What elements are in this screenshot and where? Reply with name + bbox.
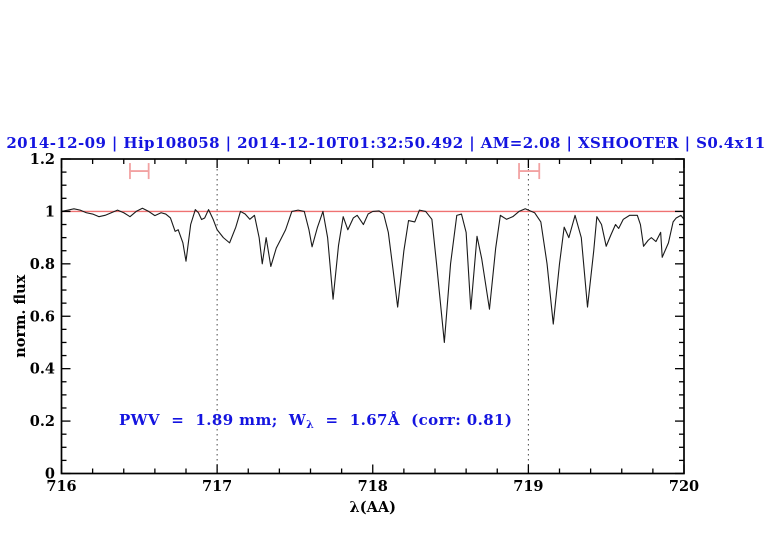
pwv-annotation-prefix: PWV = 1.89 mm; W [119, 411, 307, 429]
y-tick-label: 1 [45, 203, 55, 220]
y-tick-label: 1.2 [30, 151, 55, 168]
x-tick-label: 720 [669, 478, 699, 495]
pwv-annotation-suffix: = 1.67Å (corr: 0.81) [314, 411, 513, 429]
y-tick-label: 0.6 [30, 308, 55, 325]
x-tick-label: 719 [513, 478, 543, 495]
lambda-subscript: λ [306, 418, 315, 431]
spectrum-line [60, 207, 685, 344]
y-tick-label: 0 [45, 466, 55, 483]
y-tick-label: 0.4 [30, 361, 55, 378]
y-axis-label: norm. flux [12, 274, 29, 357]
y-tick-label: 0.8 [30, 256, 55, 273]
x-axis-label: λ(AA) [350, 499, 396, 516]
pwv-annotation: PWV = 1.89 mm; Wλ = 1.67Å (corr: 0.81) [119, 411, 512, 431]
y-tick-label: 0.2 [30, 413, 55, 430]
x-tick-label: 718 [358, 478, 388, 495]
x-tick-label: 716 [46, 478, 76, 495]
plot-title: 2014-12-09 | Hip108058 | 2014-12-10T01:3… [6, 134, 766, 152]
x-tick-label: 717 [202, 478, 232, 495]
